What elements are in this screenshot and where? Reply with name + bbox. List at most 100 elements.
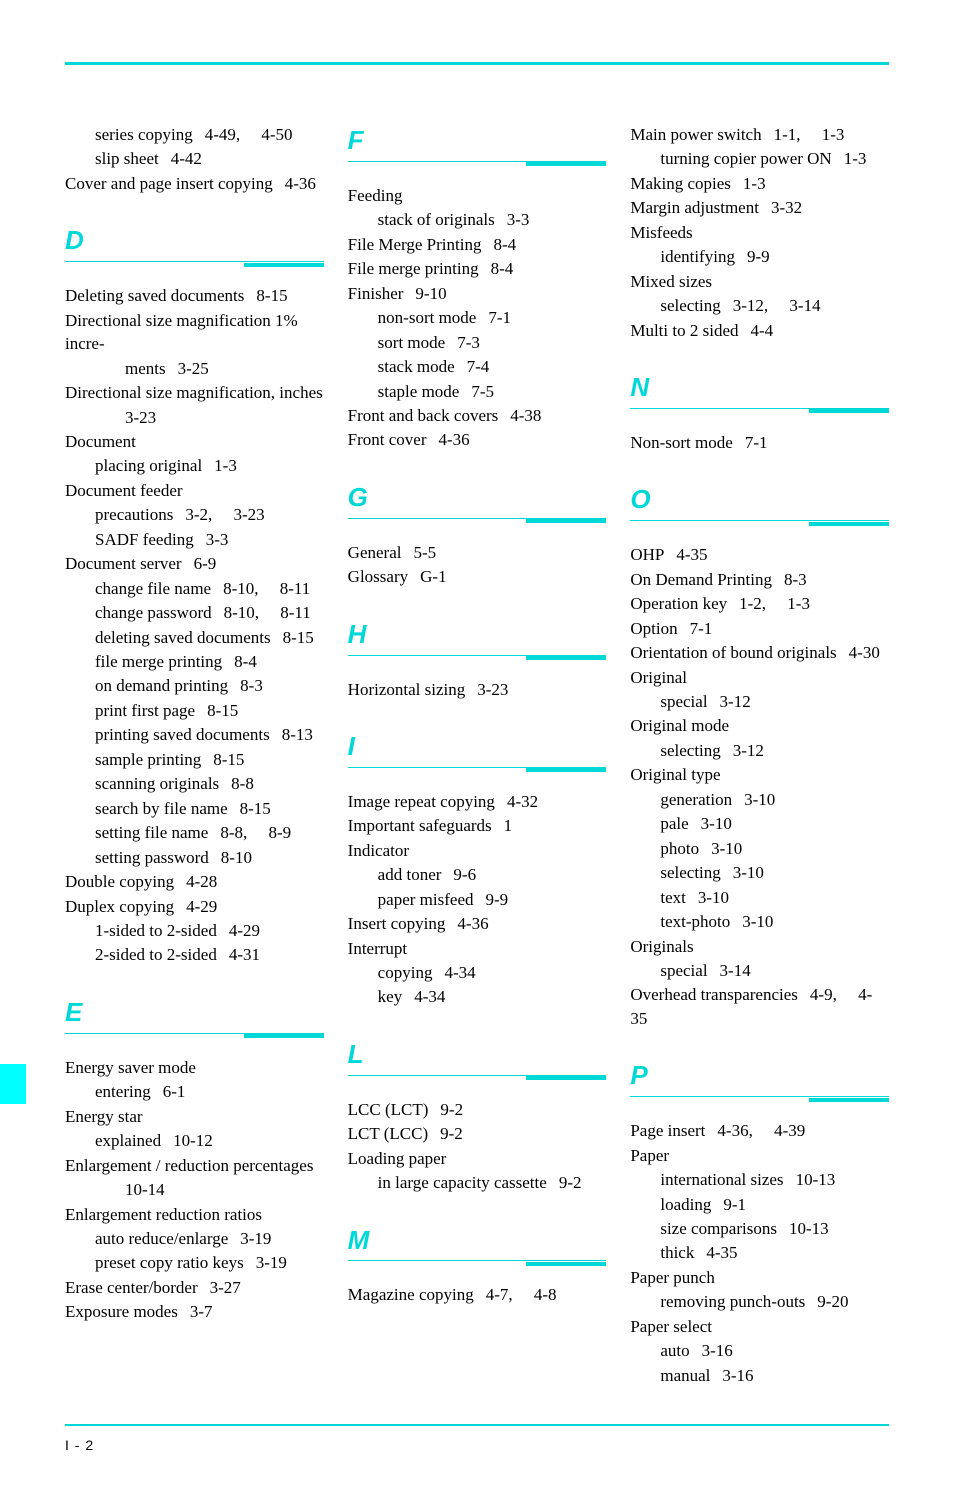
entry-ref: 4-34 — [414, 987, 445, 1006]
entry-text: Paper select — [630, 1317, 712, 1336]
index-entry: international sizes10-13 — [630, 1168, 889, 1191]
index-entry: setting file name8-8, 8-9 — [65, 821, 324, 844]
entry-text: file merge printing — [95, 652, 222, 671]
entry-ref: 8-15 — [256, 286, 287, 305]
entry-text: special — [660, 692, 707, 711]
entry-text: Directional size magnification 1% incre- — [65, 311, 298, 353]
entry-text: printing saved documents — [95, 725, 270, 744]
entry-text: Orientation of bound originals — [630, 643, 836, 662]
section-rule — [348, 1260, 607, 1265]
entry-ref: 9-9 — [747, 247, 770, 266]
section-letter-o: O — [630, 482, 889, 518]
index-entry: scanning originals8-8 — [65, 772, 324, 795]
entry-ref: 1-2, 1-3 — [739, 594, 810, 613]
index-entry: General5-5 — [348, 541, 607, 564]
entry-text: Exposure modes — [65, 1302, 178, 1321]
entry-text: size comparisons — [660, 1219, 777, 1238]
entry-text: text-photo — [660, 912, 730, 931]
entry-ref: 8-8 — [231, 774, 254, 793]
entry-text: Original type — [630, 765, 720, 784]
entry-ref: 8-4 — [234, 652, 257, 671]
index-entry: Energy star — [65, 1105, 324, 1128]
entry-text: explained — [95, 1131, 161, 1150]
entry-ref: 7-3 — [457, 333, 480, 352]
entry-text: Multi to 2 sided — [630, 321, 738, 340]
entry-ref: 3-7 — [190, 1302, 213, 1321]
entry-ref: 3-16 — [702, 1341, 733, 1360]
entry-ref: 1-3 — [214, 456, 237, 475]
index-entry: Exposure modes 3-7 — [65, 1300, 324, 1323]
entry-text: Deleting saved documents — [65, 286, 244, 305]
index-entry: Original — [630, 666, 889, 689]
entry-text: paper misfeed — [378, 890, 474, 909]
entry-ref: 3-23 — [477, 680, 508, 699]
entry-ref: 3-3 — [507, 210, 530, 229]
entry-text: Enlargement / reduction percentages — [65, 1156, 313, 1175]
index-entry: Interrupt — [348, 937, 607, 960]
index-entry: in large capacity cassette9-2 — [348, 1171, 607, 1194]
entry-text: generation — [660, 790, 732, 809]
index-entry: removing punch-outs9-20 — [630, 1290, 889, 1313]
entry-text: search by file name — [95, 799, 228, 818]
section-rule — [348, 1075, 607, 1080]
entry-ref: 4-28 — [186, 872, 217, 891]
entry-ref: 7-1 — [690, 619, 713, 638]
index-entry: Insert copying4-36 — [348, 912, 607, 935]
entry-ref: 8-15 — [213, 750, 244, 769]
entry-ref: 3-12 — [720, 692, 751, 711]
entry-text: OHP — [630, 545, 664, 564]
entry-text: Document feeder — [65, 481, 183, 500]
entry-text: staple mode — [378, 382, 460, 401]
entry-ref: 3-10 — [742, 912, 773, 931]
index-entry: 2-sided to 2-sided4-31 — [65, 943, 324, 966]
entry-ref: 4-38 — [510, 406, 541, 425]
entry-ref: 3-19 — [256, 1253, 287, 1272]
entry-ref: 4-36, 4-39 — [717, 1121, 805, 1140]
entry-ref: 8-8, 8-9 — [220, 823, 291, 842]
section-letter-f: F — [348, 123, 607, 159]
entry-text: print first page — [95, 701, 195, 720]
index-entry: manual3-16 — [630, 1364, 889, 1387]
column-3: Main power switch1-1, 1-3turning copier … — [630, 123, 889, 1388]
entry-text: Non-sort mode — [630, 433, 732, 452]
index-entry: File merge printing8-4 — [348, 257, 607, 280]
entry-text: Insert copying — [348, 914, 446, 933]
entry-text: text — [660, 888, 686, 907]
entry-ref: 8-3 — [240, 676, 263, 695]
index-entry: Finisher9-10 — [348, 282, 607, 305]
index-entry: Double copying 4-28 — [65, 870, 324, 893]
entry-ref: 3-25 — [178, 359, 209, 378]
side-tab — [0, 1064, 26, 1104]
entry-ref: 1-3 — [844, 149, 867, 168]
entry-ref: 8-15 — [283, 628, 314, 647]
entry-text: Erase center/border — [65, 1278, 198, 1297]
entry-text: File merge printing — [348, 259, 479, 278]
index-entry: Enlargement reduction ratios — [65, 1203, 324, 1226]
index-entry: staple mode7-5 — [348, 380, 607, 403]
entry-text: auto — [660, 1341, 689, 1360]
index-entry: Magazine copying4-7, 4-8 — [348, 1283, 607, 1306]
section-letter-g: G — [348, 480, 607, 516]
entry-ref: 4-29 — [229, 921, 260, 940]
index-entry: non-sort mode7-1 — [348, 306, 607, 329]
entry-text: stack of originals — [378, 210, 495, 229]
section-rule — [348, 655, 607, 660]
entry-text: deleting saved documents — [95, 628, 271, 647]
index-entry: stack mode7-4 — [348, 355, 607, 378]
entry-ref: 7-1 — [488, 308, 511, 327]
index-entry: SADF feeding3-3 — [65, 528, 324, 551]
entry-text: change file name — [95, 579, 211, 598]
index-columns: series copying4-49, 4-50slip sheet4-42Co… — [65, 123, 889, 1388]
entry-ref: 4-32 — [507, 792, 538, 811]
entry-ref: 4-35 — [676, 545, 707, 564]
entry-ref: 8-15 — [240, 799, 271, 818]
entry-text: selecting — [660, 296, 720, 315]
section-rule — [65, 261, 324, 266]
index-entry: OHP 4-35 — [630, 543, 889, 566]
section-letter-n: N — [630, 370, 889, 406]
entry-text: Double copying — [65, 872, 174, 891]
entry-text: removing punch-outs — [660, 1292, 805, 1311]
index-entry: Paper punch — [630, 1266, 889, 1289]
index-entry: Mixed sizes — [630, 270, 889, 293]
entry-ref: G-1 — [420, 567, 446, 586]
